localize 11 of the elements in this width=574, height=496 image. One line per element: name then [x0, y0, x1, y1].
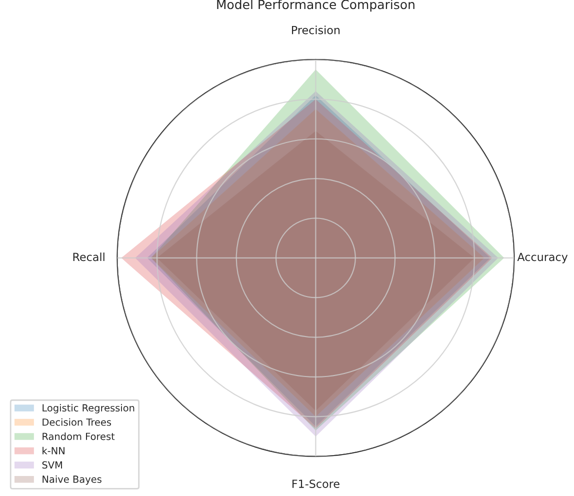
legend-label: SVM: [42, 461, 62, 469]
spoke-label: Recall: [73, 252, 104, 262]
legend-label: Random Forest: [42, 432, 115, 440]
legend-label: k-NN: [42, 446, 64, 454]
legend-label: Logistic Regression: [42, 404, 134, 414]
legend-label: Naive Bayes: [42, 475, 102, 485]
spoke-label: Precision: [292, 26, 340, 34]
spoke-label: F1-Score: [292, 480, 340, 488]
chart-title: Model Performance Comparison: [217, 0, 414, 12]
legend-label: Decision Trees: [42, 418, 112, 426]
spoke-label: Accuracy: [517, 252, 568, 264]
